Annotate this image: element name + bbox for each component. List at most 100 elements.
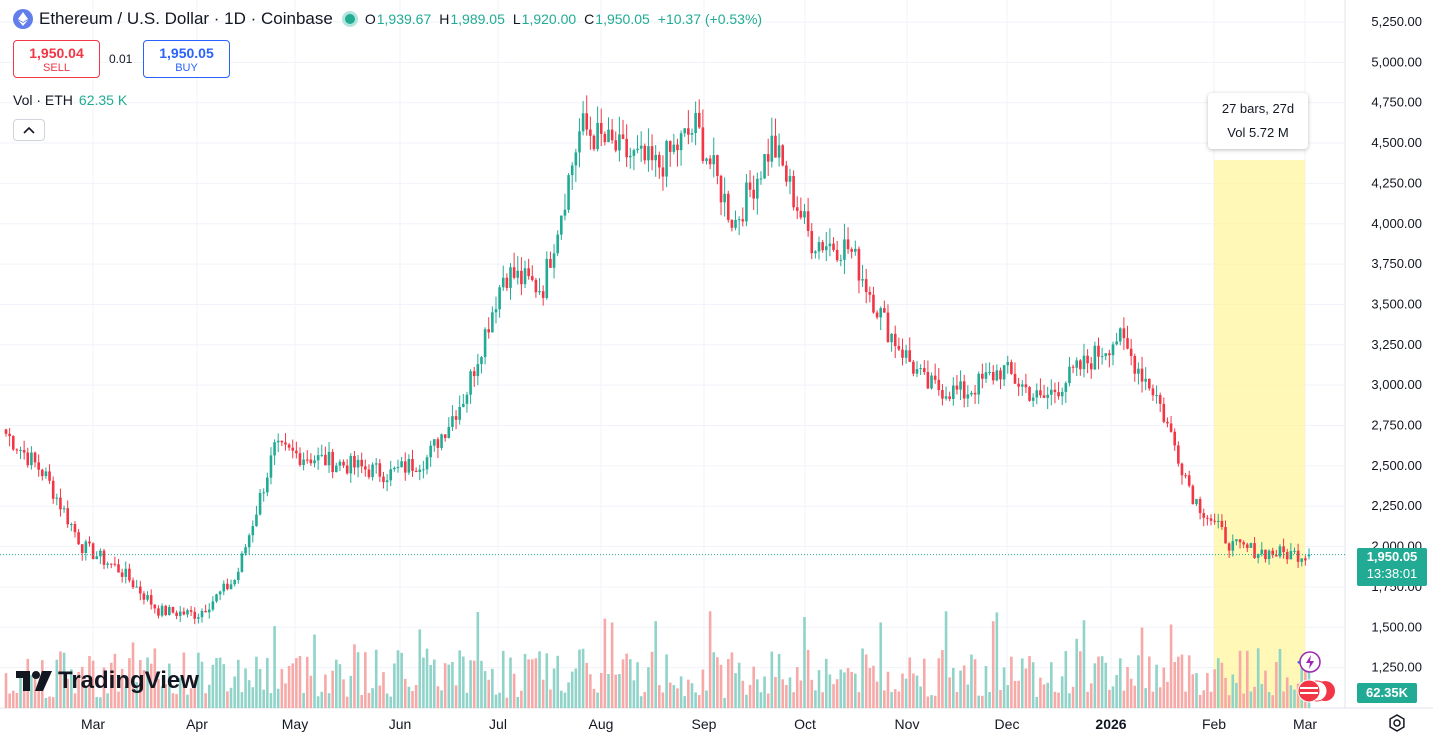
candle-body	[382, 476, 385, 483]
tradingview-logo[interactable]: TradingView	[16, 667, 199, 695]
candle-body	[443, 434, 447, 438]
price-tick: 3,000.00	[1371, 377, 1422, 392]
candle-body	[581, 113, 585, 132]
volume-bar	[712, 652, 716, 708]
candle-body	[625, 138, 628, 158]
candle-body	[55, 497, 59, 499]
volume-bar	[1017, 680, 1020, 708]
volume-bar	[149, 663, 153, 708]
volume-bar	[523, 653, 527, 708]
candle-body	[284, 442, 287, 445]
volume-bar	[342, 679, 345, 708]
us-flag-icon[interactable]	[1297, 678, 1337, 709]
volume-bar	[1289, 685, 1293, 708]
volume-bar	[908, 657, 912, 708]
candle-body	[135, 586, 138, 588]
candle-body	[222, 583, 226, 592]
volume-bar	[839, 669, 843, 708]
volume-bar	[639, 696, 643, 708]
volume-bar	[563, 692, 567, 708]
candle-body	[879, 308, 883, 318]
candle-body	[33, 452, 37, 463]
volume-bar	[77, 672, 80, 708]
volume-bar	[1155, 664, 1158, 708]
symbol-title[interactable]: Ethereum / U.S. Dollar · 1D · Coinbase	[39, 9, 333, 28]
buy-button[interactable]: 1,950.05 BUY	[143, 40, 230, 78]
candle-body	[1158, 395, 1162, 404]
candle-body	[1166, 421, 1169, 424]
candle-body	[883, 308, 886, 313]
volume-bar	[291, 663, 295, 708]
volume-bar	[999, 690, 1002, 708]
volume-bar	[1010, 656, 1013, 708]
volume-legend[interactable]: Vol · ETH 62.35 K	[13, 92, 127, 108]
candle-body	[1126, 338, 1129, 349]
candle-body	[251, 526, 255, 536]
candle-body	[988, 371, 991, 373]
volume-bar	[668, 682, 672, 708]
volume-bar	[614, 674, 618, 708]
candle-body	[371, 464, 374, 478]
collapse-legend-button[interactable]	[13, 119, 45, 141]
volume-bar	[1264, 670, 1267, 708]
candle-body	[618, 134, 621, 151]
volume-bar	[1202, 690, 1206, 708]
candle-body	[523, 268, 527, 285]
volume-bar	[273, 626, 276, 708]
volume-bar	[1068, 693, 1071, 708]
volume-bar	[1191, 674, 1195, 708]
volume-bar	[1256, 648, 1260, 708]
candle-body	[730, 219, 734, 228]
volume-bar	[440, 690, 443, 708]
volume-bar	[952, 667, 955, 708]
flash-icon[interactable]	[1295, 650, 1323, 673]
candle-body	[1242, 542, 1245, 545]
volume-bar	[941, 650, 944, 708]
volume-bar	[70, 669, 73, 708]
volume-bar	[284, 683, 287, 708]
candle-body	[810, 230, 814, 254]
volume-bar	[962, 665, 966, 708]
volume-bar	[701, 669, 705, 708]
candle-body	[908, 350, 912, 362]
candle-body	[1060, 391, 1064, 397]
candle-body	[95, 556, 99, 560]
candle-body	[396, 467, 400, 469]
candle-body	[864, 279, 868, 293]
candle-body	[302, 459, 305, 465]
candle-body	[266, 477, 269, 493]
volume-bar	[824, 658, 828, 708]
sell-button[interactable]: 1,950.04 SELL	[13, 40, 100, 78]
candle-body	[44, 471, 48, 477]
candle-body	[367, 469, 371, 478]
candle-body	[280, 440, 284, 443]
volume-bar	[991, 621, 995, 708]
candle-body	[552, 253, 556, 268]
volume-bar	[451, 661, 454, 708]
time-axis[interactable]: Mar Apr May Jun Jul Aug Sep Oct Nov Dec 2026 Feb Mar	[81, 716, 1317, 732]
candle-body	[647, 146, 650, 161]
settings-gear-icon[interactable]	[1387, 713, 1407, 738]
volume-bar	[295, 658, 298, 708]
candle-body	[236, 571, 240, 581]
candle-body	[632, 150, 636, 156]
candle-body	[712, 155, 716, 165]
symbol-legend: Ethereum / U.S. Dollar · 1D · Coinbase O…	[13, 9, 762, 29]
volume-bar	[578, 649, 581, 708]
volume-bar	[1108, 689, 1111, 708]
candle-body	[1002, 365, 1006, 380]
volume-bar	[251, 687, 255, 708]
volume-bar	[723, 697, 726, 708]
date-range-measure[interactable]	[1214, 160, 1305, 708]
candle-body	[687, 128, 690, 135]
volume-bar	[8, 693, 11, 708]
volume-bar	[128, 658, 131, 708]
volume-bar	[411, 691, 414, 708]
candle-body	[868, 292, 872, 295]
volume-bar	[541, 679, 545, 708]
volume-bar	[298, 656, 302, 708]
current-price-label: 1,950.05 13:38:01	[1357, 548, 1427, 586]
volume-bar	[560, 690, 563, 708]
candle-body	[462, 403, 465, 408]
